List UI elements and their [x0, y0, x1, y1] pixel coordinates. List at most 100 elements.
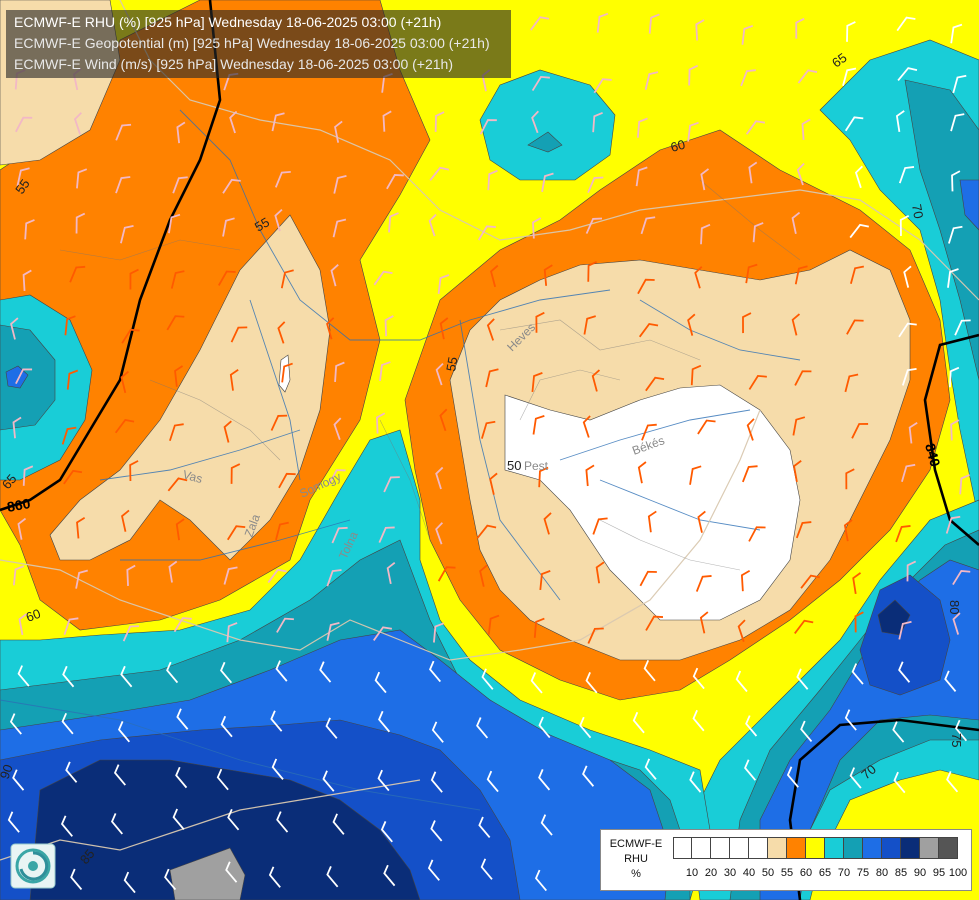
wind-barb [530, 672, 543, 694]
wind-barb [437, 274, 450, 294]
legend-tick: 10 [685, 867, 699, 879]
rhu-90-sw [29, 759, 421, 900]
region-label: Pest [524, 459, 549, 473]
wind-barb [901, 367, 917, 386]
wind-barb [946, 771, 959, 793]
wind-barb [383, 864, 396, 887]
wind-barb [75, 569, 88, 589]
wind-barb [129, 460, 139, 482]
wind-barb [796, 162, 805, 186]
wind-barb [796, 668, 809, 690]
wind-barb [230, 326, 248, 343]
wind-barb [166, 661, 179, 684]
legend-swatch [844, 837, 863, 859]
wind-barb [319, 661, 332, 683]
rhu-80-east [959, 179, 979, 231]
wind-barb [688, 64, 699, 86]
wind-barb [531, 110, 539, 134]
wind-barb [639, 570, 657, 587]
wind-barb [852, 572, 862, 595]
wind-barb [120, 224, 134, 244]
wind-barb [735, 670, 748, 693]
wind-barb [477, 225, 496, 241]
wind-barb [585, 217, 603, 234]
wind-barb [75, 212, 86, 234]
wind-barb [479, 119, 497, 135]
wind-barb [842, 67, 857, 86]
wind-barb [120, 370, 129, 394]
wind-barb [903, 265, 912, 288]
wind-barb [854, 611, 864, 633]
wind-barb [786, 766, 799, 788]
legend-label-line: ECMWF-E [609, 838, 663, 850]
rhu-55-west [49, 214, 331, 561]
wind-barb [274, 170, 291, 188]
wind-barb [63, 617, 79, 636]
wind-barb [797, 69, 818, 84]
legend-label: ECMWF-E RHU % [601, 830, 671, 890]
wind-barb [486, 770, 499, 793]
wind-barb [113, 764, 126, 786]
legend-tick: 100 [948, 867, 968, 879]
wind-barb [277, 321, 286, 344]
wind-barb [61, 712, 74, 735]
wind-barb [10, 317, 19, 340]
rhu-50-center [504, 384, 801, 621]
wind-barb [435, 466, 444, 490]
contour-label: 90 [0, 762, 16, 781]
rhu-85-se [859, 574, 951, 696]
wind-barb [742, 465, 758, 483]
wind-barb [644, 758, 657, 780]
wind-barb [851, 663, 864, 685]
wind-barb [846, 21, 856, 42]
wind-barb [15, 116, 33, 133]
wind-barb [24, 219, 35, 240]
wind-barb [640, 216, 656, 235]
wind-barb [899, 215, 910, 236]
country-borders [0, 0, 979, 861]
rhu-70-ne-blob [479, 69, 616, 181]
wind-barb [895, 110, 905, 133]
wind-barb [388, 212, 399, 233]
wind-barb [695, 575, 712, 592]
wind-barb [334, 361, 345, 382]
wind-barb [431, 721, 444, 743]
wind-barb [229, 368, 239, 391]
wind-barb [173, 617, 192, 633]
wind-barb [176, 121, 186, 144]
wind-barb [435, 362, 444, 386]
legend-tick: 95 [932, 867, 946, 879]
wind-barb [582, 415, 591, 438]
wind-barb [843, 519, 853, 542]
wind-barb [587, 261, 598, 282]
wind-barb [641, 423, 657, 441]
wind-barb [476, 524, 497, 539]
legend-tick: 80 [875, 867, 889, 879]
wind-barb [384, 315, 394, 337]
wind-barb [531, 75, 550, 92]
wind-barb [947, 268, 959, 288]
contour-label: 65 [829, 50, 849, 71]
wind-barb [638, 322, 659, 338]
wind-barb [636, 117, 648, 138]
wind-barb [129, 268, 139, 290]
wind-barb [333, 174, 347, 194]
wind-barb [326, 317, 335, 340]
wind-barb [69, 265, 86, 283]
wind-barbs [7, 12, 971, 894]
legend-swatch [730, 837, 749, 859]
wind-barb [532, 414, 545, 435]
wind-barb [695, 19, 705, 41]
geopotential-860-line [0, 0, 222, 512]
wind-barb [76, 168, 88, 189]
wind-barb [76, 517, 86, 539]
wind-barb [326, 621, 340, 641]
wind-barb [9, 713, 22, 735]
wind-barb [172, 808, 185, 831]
wind-barb [430, 771, 443, 793]
wind-barb [745, 263, 758, 284]
wind-barb [800, 574, 820, 589]
wind-barb [585, 672, 598, 694]
